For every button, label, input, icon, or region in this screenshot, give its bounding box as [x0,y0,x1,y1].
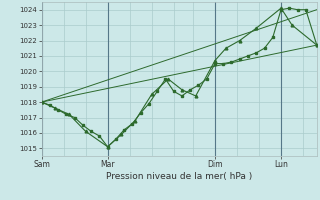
X-axis label: Pression niveau de la mer( hPa ): Pression niveau de la mer( hPa ) [106,172,252,181]
